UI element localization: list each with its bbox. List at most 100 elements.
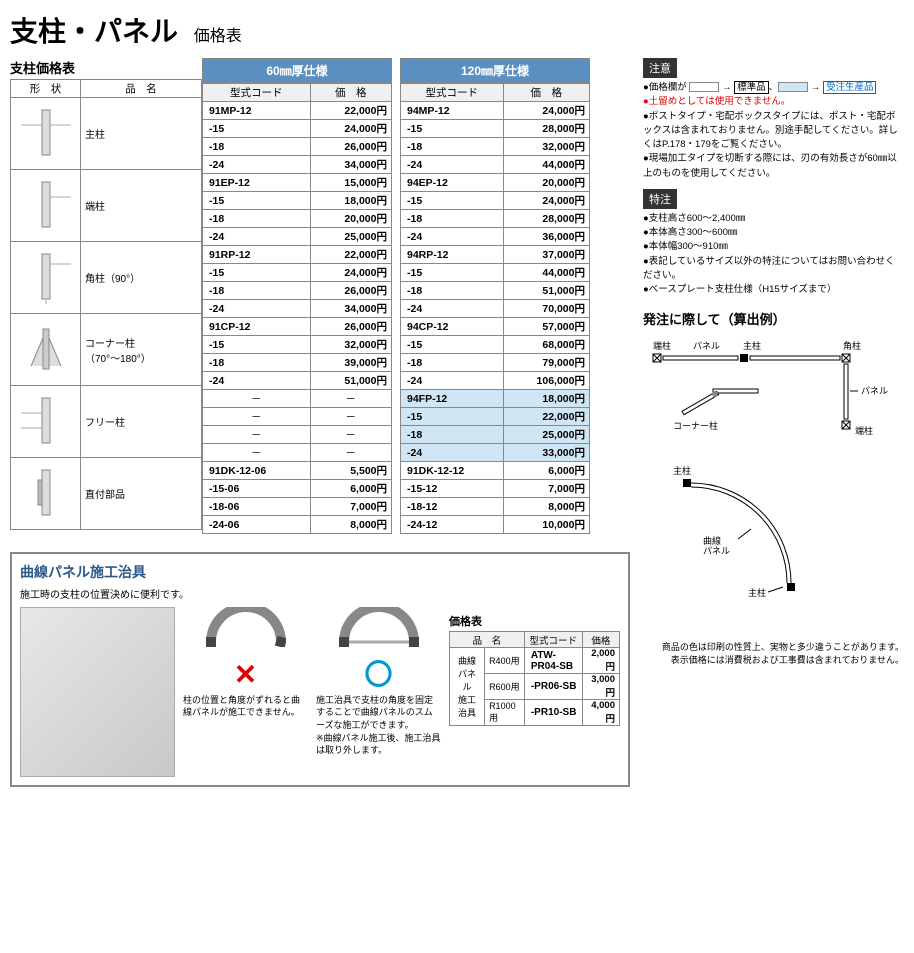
model-code: 94CP-12 bbox=[401, 318, 504, 336]
product-name: 直付部品 bbox=[81, 458, 202, 530]
price-cell: 57,000円 bbox=[503, 318, 589, 336]
jig-section: 曲線パネル施工治具 施工時の支柱の位置決めに便利です。 ✕ 柱の位置と角度がずれ… bbox=[10, 552, 630, 787]
price-cell: 106,000円 bbox=[503, 372, 589, 390]
model-code: 91DK-12-12 bbox=[401, 462, 504, 480]
price-cell: 44,000円 bbox=[503, 156, 589, 174]
special-line: ●本体幅300～910㎜ bbox=[643, 240, 904, 254]
diagram-title: 発注に際して（算出例） bbox=[643, 309, 904, 328]
price-cell: 8,000円 bbox=[310, 516, 391, 534]
x-mark-icon: ✕ bbox=[183, 655, 308, 694]
model-code: 91CP-12 bbox=[203, 318, 311, 336]
svg-text:端柱: 端柱 bbox=[855, 425, 873, 436]
model-code: -24-06 bbox=[203, 516, 311, 534]
jig-code: -PR06-SB bbox=[524, 674, 582, 700]
price-cell: 26,000円 bbox=[310, 282, 391, 300]
svg-text:主柱: 主柱 bbox=[743, 340, 761, 351]
model-code: -18 bbox=[401, 426, 504, 444]
shape-image bbox=[11, 170, 81, 242]
model-code: -24 bbox=[401, 372, 504, 390]
price-cell: 37,000円 bbox=[503, 246, 589, 264]
special-section: 特注 ●支柱高さ600～2,400㎜●本体高さ300～600㎜●本体幅300～9… bbox=[643, 189, 904, 298]
model-code: 94EP-12 bbox=[401, 174, 504, 192]
price-cell: 15,000円 bbox=[310, 174, 391, 192]
product-name: 端柱 bbox=[81, 170, 202, 242]
jig-price: 4,000円 bbox=[582, 700, 619, 726]
special-line: ●ベースプレート支柱仕様（H15サイズまで） bbox=[643, 283, 904, 297]
model-code: -24 bbox=[203, 300, 311, 318]
model-code: 94FP-12 bbox=[401, 390, 504, 408]
svg-text:曲線パネル: 曲線パネル bbox=[703, 535, 730, 556]
model-code: － bbox=[203, 390, 311, 408]
price-cell: 34,000円 bbox=[310, 156, 391, 174]
jig-name-head: 品 名 bbox=[450, 632, 525, 648]
jig-price: 2,000円 bbox=[582, 648, 619, 674]
price-cell: 20,000円 bbox=[503, 174, 589, 192]
jig-code-head: 型式コード bbox=[524, 632, 582, 648]
price-cell: 70,000円 bbox=[503, 300, 589, 318]
product-name: 主柱 bbox=[81, 98, 202, 170]
model-code: -15 bbox=[203, 264, 311, 282]
spec120-header: 120㎜厚仕様 bbox=[400, 58, 590, 83]
model-code: -18 bbox=[203, 282, 311, 300]
price-cell: 51,000円 bbox=[503, 282, 589, 300]
model-code: － bbox=[203, 444, 311, 462]
footnote-line1: 商品の色は印刷の性質上、実物と多少違うことがあります。 bbox=[643, 641, 904, 654]
model-code: 91MP-12 bbox=[203, 102, 311, 120]
price-cell: 10,000円 bbox=[503, 516, 589, 534]
price-head: 価 格 bbox=[503, 84, 589, 102]
arc-good-icon bbox=[339, 607, 419, 647]
model-code: － bbox=[203, 408, 311, 426]
code-head: 型式コード bbox=[401, 84, 504, 102]
model-code: -18 bbox=[203, 210, 311, 228]
shape-image bbox=[11, 386, 81, 458]
svg-text:パネル: パネル bbox=[861, 386, 888, 396]
price-cell: 68,000円 bbox=[503, 336, 589, 354]
svg-text:角柱: 角柱 bbox=[843, 340, 861, 351]
price-cell: 26,000円 bbox=[310, 318, 391, 336]
order-diagram: 端柱 パネル 主柱 角柱 パネル 端柱 コーナー柱 主柱 bbox=[643, 334, 903, 634]
model-code: -15 bbox=[401, 336, 504, 354]
jig-code: -PR10-SB bbox=[524, 700, 582, 726]
model-code: -24 bbox=[203, 228, 311, 246]
model-code: 91EP-12 bbox=[203, 174, 311, 192]
price-cell: 7,000円 bbox=[503, 480, 589, 498]
price-cell: 44,000円 bbox=[503, 264, 589, 282]
jig-use: R1000用 bbox=[485, 700, 525, 726]
jig-use: R400用 bbox=[485, 648, 525, 674]
page-title: 支柱・パネル 価格表 bbox=[10, 10, 904, 50]
code-head: 型式コード bbox=[203, 84, 311, 102]
price-cell: － bbox=[310, 426, 391, 444]
footnote-line2: 表示価格には消費税および工事費は含まれておりません。 bbox=[643, 654, 904, 667]
price-cell: 34,000円 bbox=[310, 300, 391, 318]
o-mark-icon: 〇 bbox=[316, 655, 441, 694]
price-cell: 5,500円 bbox=[310, 462, 391, 480]
main-price-table: 支柱価格表 形 状品 名主柱端柱角柱（90°）コーナー柱（70°～180°）フリ… bbox=[10, 58, 633, 534]
model-code: 91DK-12-06 bbox=[203, 462, 311, 480]
svg-text:端柱: 端柱 bbox=[653, 340, 671, 351]
model-code: -15 bbox=[401, 264, 504, 282]
special-line: ●支柱高さ600～2,400㎜ bbox=[643, 212, 904, 226]
jig-title: 曲線パネル施工治具 bbox=[20, 562, 620, 582]
price-cell: － bbox=[310, 408, 391, 426]
price-cell: － bbox=[310, 390, 391, 408]
price-cell: 24,000円 bbox=[310, 120, 391, 138]
price-cell: 32,000円 bbox=[503, 138, 589, 156]
price-cell: － bbox=[310, 444, 391, 462]
notice-header: 注意 bbox=[643, 58, 677, 78]
model-code: -24 bbox=[401, 156, 504, 174]
price-head: 価 格 bbox=[310, 84, 391, 102]
title-main: 支柱・パネル bbox=[10, 16, 178, 47]
product-name: 角柱（90°） bbox=[81, 242, 202, 314]
jig-price-header: 価格表 bbox=[449, 613, 620, 629]
price-cell: 6,000円 bbox=[503, 462, 589, 480]
shape-image bbox=[11, 458, 81, 530]
price-cell: 18,000円 bbox=[503, 390, 589, 408]
price-cell: 32,000円 bbox=[310, 336, 391, 354]
special-line: ●本体高さ300～600㎜ bbox=[643, 226, 904, 240]
model-code: -15-06 bbox=[203, 480, 311, 498]
notice-line: ●ポストタイプ・宅配ボックスタイプには、ポスト・宅配ボックスは含まれておりません… bbox=[643, 110, 904, 153]
model-code: -24 bbox=[401, 444, 504, 462]
shape-image bbox=[11, 314, 81, 386]
special-header: 特注 bbox=[643, 189, 677, 209]
jig-use: R600用 bbox=[485, 674, 525, 700]
